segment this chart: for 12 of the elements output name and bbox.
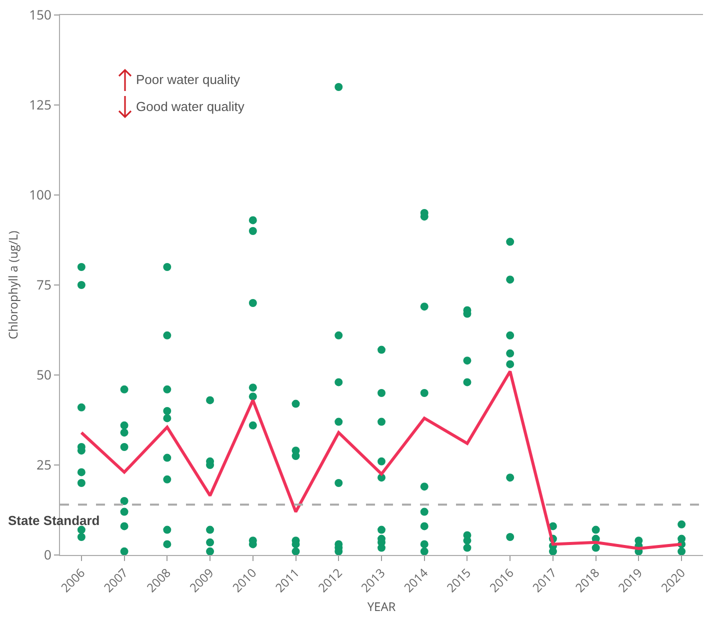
annotation: Poor water quality <box>136 72 241 87</box>
y-tick-label: 50 <box>36 366 52 384</box>
annotation: Good water quality <box>136 99 245 114</box>
y-tick-label: 75 <box>36 276 52 294</box>
y-tick-label: 25 <box>36 456 52 474</box>
y-axis-title: Chlorophyll a (ug/L) <box>4 230 22 340</box>
ref-line-label: State Standard <box>8 513 100 528</box>
y-tick-label: 125 <box>29 96 52 114</box>
y-tick-label: 150 <box>29 6 52 24</box>
y-tick-label: 100 <box>29 186 52 204</box>
x-axis-title: YEAR <box>367 598 396 615</box>
y-tick-label: 0 <box>44 546 52 564</box>
